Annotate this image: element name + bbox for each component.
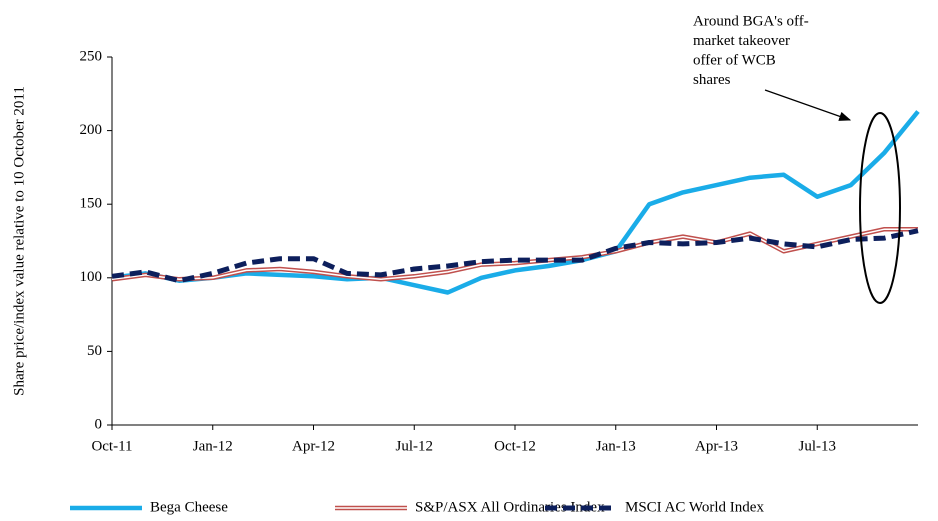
y-tick-label: 100 <box>80 269 103 285</box>
x-tick-label: Oct-12 <box>494 438 536 454</box>
y-tick-label: 250 <box>80 48 103 64</box>
legend-label: MSCI AC World Index <box>625 499 764 515</box>
y-tick-label: 50 <box>87 343 102 359</box>
annotation-text: shares <box>693 72 731 88</box>
x-tick-label: Jan-13 <box>596 438 636 454</box>
x-tick-label: Apr-12 <box>292 438 335 454</box>
y-tick-label: 0 <box>95 416 103 432</box>
x-tick-label: Jul-13 <box>799 438 837 454</box>
legend-label: S&P/ASX All Ordinaries Index <box>415 499 605 515</box>
y-tick-label: 200 <box>80 122 103 138</box>
y-axis-label: Share price/index value relative to 10 O… <box>11 86 27 396</box>
x-tick-label: Jul-12 <box>396 438 434 454</box>
series-line <box>111 110 920 295</box>
annotation-ellipse <box>859 112 901 304</box>
series-line-inner <box>111 228 918 281</box>
x-tick-label: Jan-12 <box>193 438 233 454</box>
annotation-text: market takeover <box>693 33 790 49</box>
x-tick-label: Oct-11 <box>91 438 132 454</box>
legend-label: Bega Cheese <box>150 499 228 515</box>
y-tick-label: 150 <box>80 196 103 212</box>
annotation-text: offer of WCB <box>693 52 776 68</box>
annotation-text: Around BGA's off- <box>693 13 809 29</box>
x-tick-label: Apr-13 <box>695 438 738 454</box>
annotation-arrow <box>764 89 852 121</box>
